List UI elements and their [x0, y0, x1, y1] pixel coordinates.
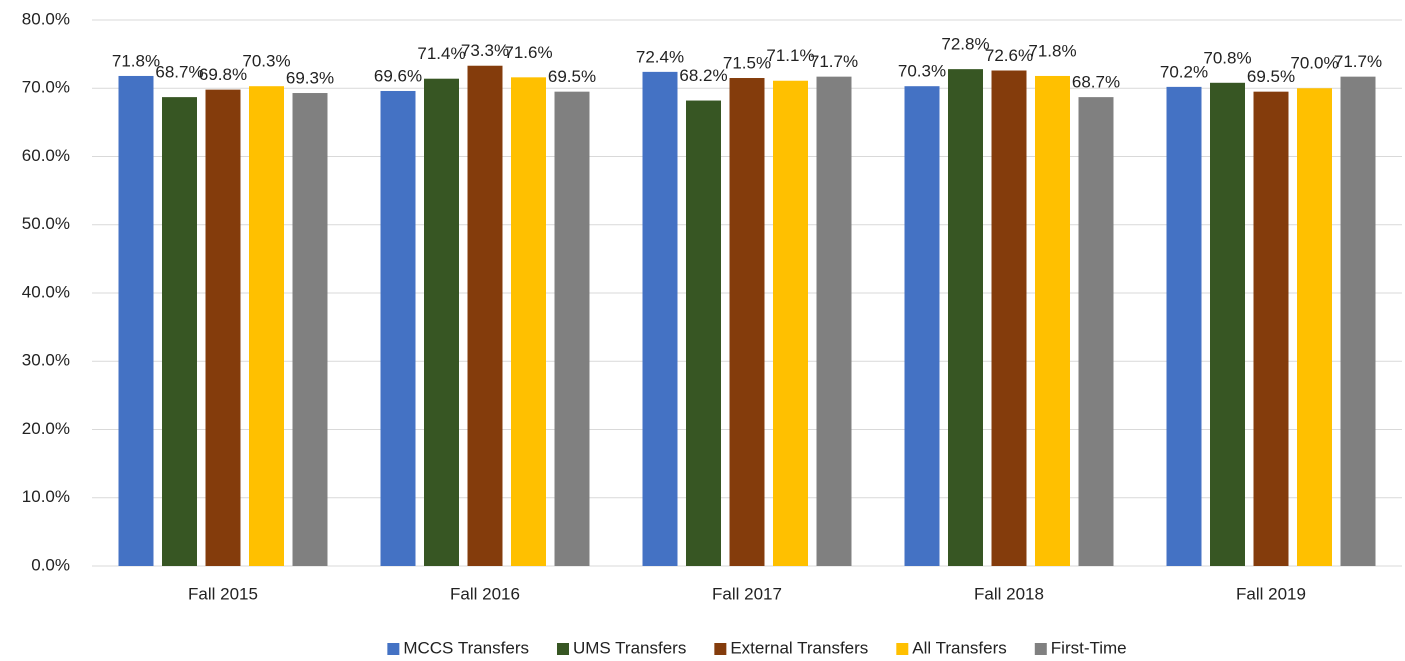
y-tick-label: 60.0% [22, 146, 70, 165]
y-tick-label: 80.0% [22, 9, 70, 28]
value-label: 71.1% [766, 46, 814, 65]
bar [1078, 97, 1114, 566]
bar [991, 70, 1027, 566]
value-label: 71.7% [1334, 52, 1382, 71]
bar [948, 69, 983, 566]
y-tick-label: 50.0% [22, 214, 70, 233]
y-tick-label: 40.0% [22, 282, 70, 301]
legend-item: External Transfers [714, 638, 868, 657]
bar [1297, 88, 1332, 566]
bar [773, 80, 808, 567]
value-label: 73.3% [461, 41, 509, 60]
bar [249, 86, 284, 566]
legend-label: External Transfers [730, 638, 868, 657]
y-tick-label: 20.0% [22, 419, 70, 438]
bar [467, 65, 503, 566]
x-tick-label: Fall 2016 [450, 584, 520, 603]
legend-swatch [896, 643, 909, 655]
value-label: 68.7% [1072, 73, 1120, 92]
bar [904, 86, 940, 566]
legend-label: MCCS Transfers [403, 638, 529, 657]
y-tick-label: 30.0% [22, 351, 70, 370]
legend-swatch [714, 643, 727, 655]
y-tick-label: 10.0% [22, 487, 70, 506]
legend-item: All Transfers [896, 638, 1007, 657]
legend-label: First-Time [1051, 638, 1127, 657]
bar [816, 76, 852, 567]
bar [118, 75, 154, 566]
value-label: 70.8% [1203, 48, 1251, 67]
value-label: 71.8% [1028, 41, 1076, 60]
legend-swatch [556, 643, 569, 655]
value-label: 69.5% [548, 67, 596, 86]
bar [1340, 76, 1376, 567]
legend-item: UMS Transfers [556, 638, 686, 657]
value-label: 71.6% [504, 43, 552, 62]
bar [642, 71, 678, 567]
legend-label: All Transfers [912, 638, 1006, 657]
bar [205, 89, 241, 567]
bar [729, 78, 765, 566]
value-label: 68.2% [679, 66, 727, 85]
bar [1166, 86, 1202, 566]
value-label: 72.8% [941, 35, 989, 54]
bar [1253, 91, 1289, 566]
value-label: 69.5% [1247, 67, 1295, 86]
bar [686, 100, 721, 566]
value-label: 71.7% [810, 52, 858, 71]
value-label: 69.6% [374, 66, 422, 85]
value-label: 70.0% [1290, 54, 1338, 73]
value-label: 70.2% [1160, 62, 1208, 81]
bar [424, 78, 459, 566]
x-tick-label: Fall 2019 [1236, 584, 1306, 603]
legend-item: First-Time [1034, 638, 1127, 657]
bar [1035, 75, 1070, 566]
value-label: 69.3% [286, 69, 334, 88]
value-label: 68.7% [155, 63, 203, 82]
legend-swatch [1034, 643, 1047, 655]
value-label: 71.4% [417, 44, 465, 63]
y-tick-label: 70.0% [22, 78, 70, 97]
bar [511, 77, 546, 566]
x-tick-label: Fall 2018 [974, 584, 1044, 603]
value-label: 71.5% [723, 53, 771, 72]
y-tick-label: 0.0% [31, 555, 70, 574]
x-tick-label: Fall 2017 [712, 584, 782, 603]
value-label: 72.6% [985, 46, 1033, 65]
legend-item: MCCS Transfers [387, 638, 529, 657]
value-label: 70.3% [242, 52, 290, 71]
value-label: 72.4% [636, 47, 684, 66]
bar [162, 97, 197, 566]
value-label: 70.3% [898, 62, 946, 81]
value-label: 71.8% [112, 51, 160, 70]
bar [292, 93, 328, 566]
x-tick-label: Fall 2015 [188, 584, 258, 603]
bar [380, 90, 416, 566]
legend-label: UMS Transfers [573, 638, 686, 657]
bar [554, 91, 590, 566]
value-label: 69.8% [199, 65, 247, 84]
bar [1210, 82, 1245, 566]
legend-swatch [387, 643, 400, 655]
